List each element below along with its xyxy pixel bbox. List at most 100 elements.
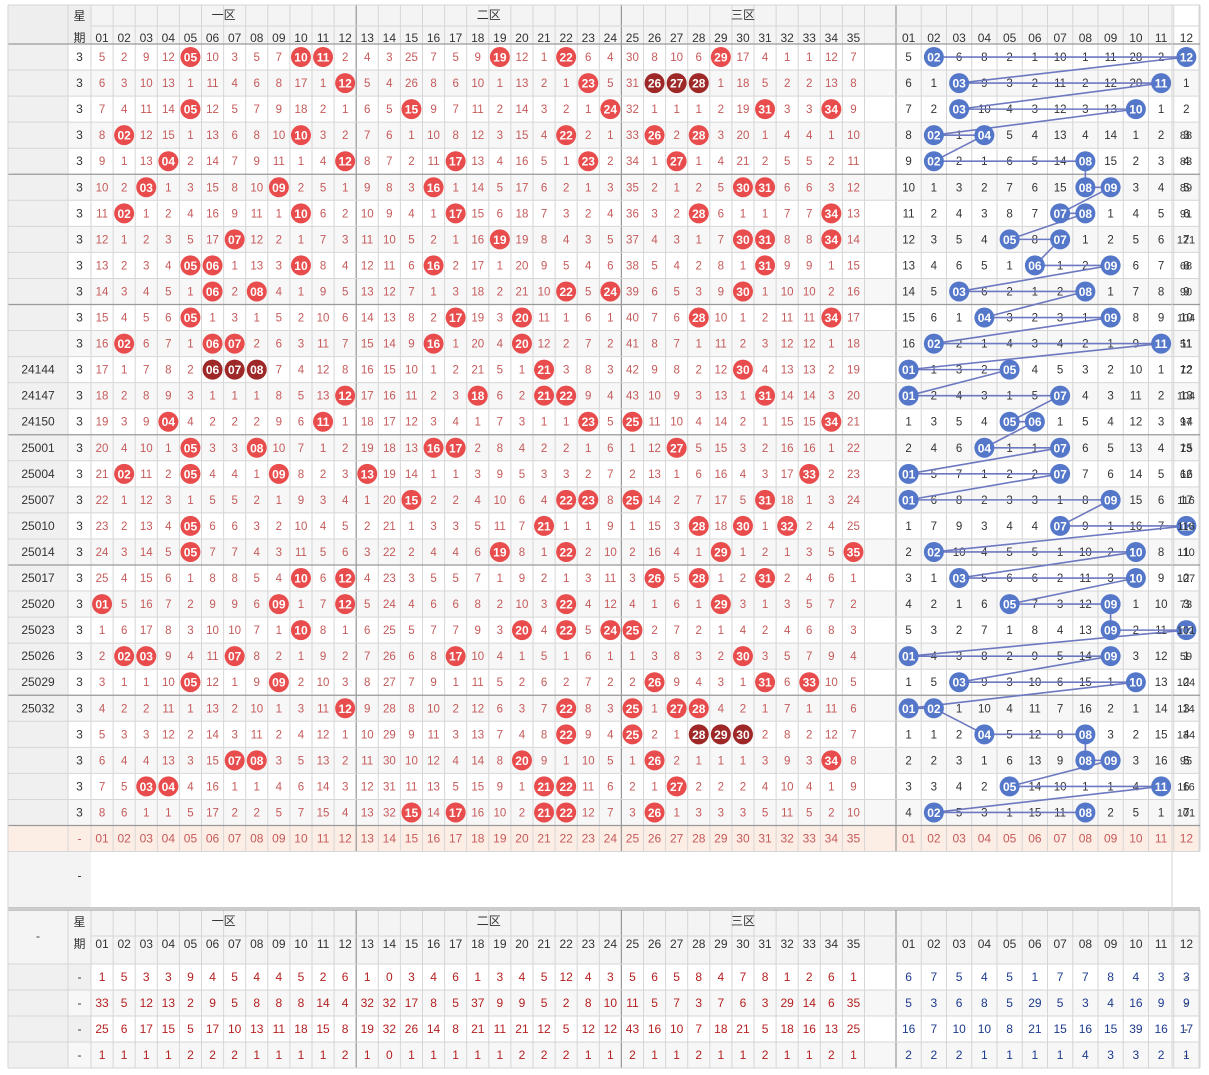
period-cell-bg xyxy=(8,252,68,279)
omission-value: 6 xyxy=(276,339,282,351)
front-ball xyxy=(423,437,444,458)
omission-value: 25 xyxy=(383,625,396,637)
omission-value: 2 xyxy=(981,495,987,507)
omission-value: 8 xyxy=(673,365,679,377)
omission-value: 11 xyxy=(1105,52,1117,64)
omission-value: 4 xyxy=(1158,182,1165,194)
omission-value: 11 xyxy=(251,208,263,220)
omission-value: 4 xyxy=(585,260,592,272)
omission-value: 4 xyxy=(607,208,614,220)
omission-value: 3 xyxy=(981,208,987,220)
front-ball-label: 28 xyxy=(692,728,706,742)
omission-value: 13 xyxy=(471,156,484,168)
omission-value: 2 xyxy=(762,625,768,637)
omission-value: 3 xyxy=(696,391,702,403)
stats-front-value: 3 xyxy=(497,970,504,984)
bottom-back-col-08: 08 xyxy=(1079,937,1093,951)
omission-value: 5 xyxy=(1183,182,1189,194)
omission-value: 1 xyxy=(981,755,987,767)
omission-value: 13 xyxy=(1180,391,1193,403)
echo-front-number: 19 xyxy=(493,832,507,846)
omission-value: 6 xyxy=(298,781,304,793)
omission-value: 13 xyxy=(1129,443,1142,455)
front-ball-label: 31 xyxy=(758,233,772,247)
front-ball-label: 12 xyxy=(338,155,352,169)
bottom-front-col-25: 25 xyxy=(626,937,640,951)
front-ball xyxy=(556,489,577,510)
omission-value: 5 xyxy=(452,781,458,793)
omission-value: 8 xyxy=(298,469,304,481)
omission-value: 15 xyxy=(1129,495,1142,507)
stats-back-value: 2 xyxy=(1158,1048,1165,1062)
omission-value: 8 xyxy=(585,703,591,715)
omission-value: 1 xyxy=(828,339,834,351)
omission-value: 7 xyxy=(1158,260,1164,272)
omission-value: 1 xyxy=(165,443,171,455)
trend-line-between xyxy=(933,108,1136,136)
omission-value: 3 xyxy=(519,703,525,715)
omission-value: 5 xyxy=(452,573,458,585)
front-ball xyxy=(180,47,201,68)
omission-value: 4 xyxy=(187,208,194,220)
omission-value: 9 xyxy=(519,573,525,585)
front-ball-label: 09 xyxy=(272,181,286,195)
omission-value: 5 xyxy=(956,234,962,246)
omission-value: 11 xyxy=(472,677,484,689)
stats-front-value: 9 xyxy=(497,996,504,1010)
omission-value: 1 xyxy=(1158,365,1164,377)
front-ball xyxy=(114,463,135,484)
omission-value: 2 xyxy=(1183,677,1189,689)
stats-back-value: 3 xyxy=(1107,1048,1114,1062)
omission-value: 6 xyxy=(905,78,911,90)
omission-value: 1 xyxy=(254,781,260,793)
front-ball-label: 25 xyxy=(626,624,640,638)
top-front-col-17: 17 xyxy=(449,31,463,45)
omission-value: 18 xyxy=(714,521,727,533)
omission-value: 19 xyxy=(737,104,750,116)
omission-value: 1 xyxy=(519,651,525,663)
trend-line-between xyxy=(1009,212,1086,241)
omission-value: 22 xyxy=(847,443,860,455)
omission-value: 42 xyxy=(626,365,639,377)
back-ball xyxy=(923,151,944,172)
omission-value: 11 xyxy=(428,729,440,741)
stats-back-value: 6 xyxy=(956,996,963,1010)
period-cell-bg xyxy=(8,330,68,357)
front-ball xyxy=(556,776,577,797)
stats-front-value: 6 xyxy=(651,970,658,984)
omission-value: 7 xyxy=(276,365,282,377)
period-cell-bg xyxy=(8,122,68,149)
front-ball xyxy=(578,411,599,432)
stats-back-value: 39 xyxy=(1129,1022,1143,1036)
omission-value: 3 xyxy=(1082,365,1088,377)
omission-value: 2 xyxy=(931,755,937,767)
bottom-back-col-12: 12 xyxy=(1180,937,1194,951)
omission-value: 13 xyxy=(902,260,915,272)
omission-value: 11 xyxy=(1029,703,1041,715)
back-ball-label: 06 xyxy=(1028,259,1042,273)
front-ball xyxy=(622,489,643,510)
row-sum: 104 xyxy=(1177,677,1195,689)
omission-value: 6 xyxy=(1158,495,1164,507)
omission-value: 11 xyxy=(649,417,661,429)
omission-value: 1 xyxy=(740,260,746,272)
omission-value: 7 xyxy=(607,807,613,819)
front-ball xyxy=(755,255,776,276)
omission-value: 8 xyxy=(651,339,657,351)
omission-value: 17 xyxy=(1180,495,1193,507)
back-ball-label: 03 xyxy=(952,77,966,91)
omission-value: 4 xyxy=(828,521,835,533)
front-ball-label: 15 xyxy=(405,806,419,820)
front-ball xyxy=(290,620,311,641)
front-ball-label: 13 xyxy=(361,467,375,481)
omission-value: 2 xyxy=(651,182,657,194)
omission-value: 8 xyxy=(1032,625,1038,637)
omission-value: 4 xyxy=(342,260,349,272)
omission-value: 18 xyxy=(781,495,794,507)
omission-value: 3 xyxy=(254,521,260,533)
omission-value: 15 xyxy=(361,339,374,351)
front-ball-label: 26 xyxy=(648,754,662,768)
weekday-value: 3 xyxy=(76,154,83,168)
omission-value: 5 xyxy=(806,807,812,819)
weekday-value: 3 xyxy=(76,102,83,116)
